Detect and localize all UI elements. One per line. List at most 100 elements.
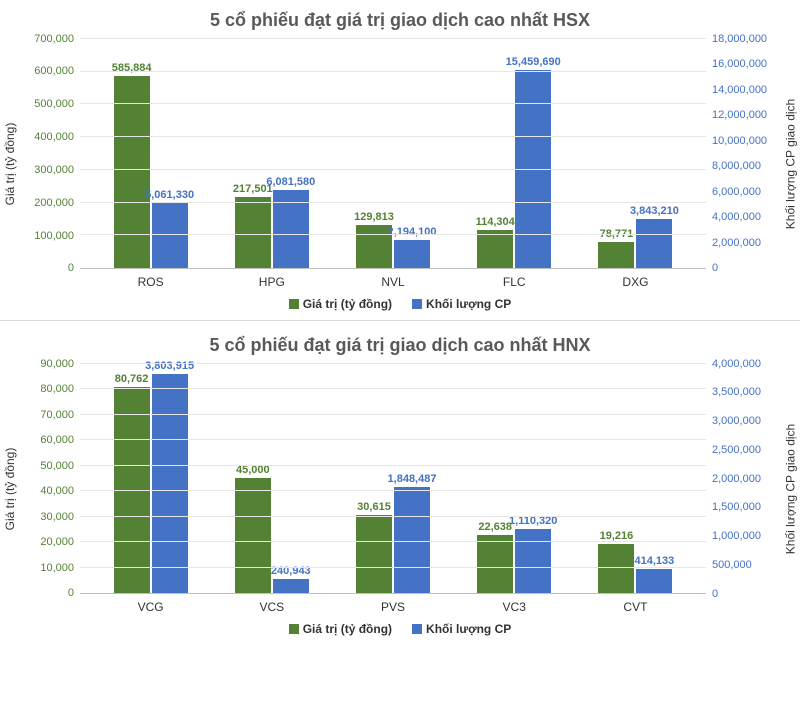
x-tick: VC3 [454,600,575,614]
bar-volume: 3,803,915 [152,374,188,593]
bar-value-label: 80,762 [115,373,149,385]
bar-volume-label: 414,133 [635,555,675,567]
bar-volume: 5,061,330 [152,203,188,268]
bar-value: 22,638 [477,535,513,593]
legend: Giá trị (tỷ đồng) Khối lượng CP [20,297,780,311]
gridline [80,541,706,542]
gridline [80,38,706,39]
y-axis-left: 90,00080,00070,00060,00050,00040,00030,0… [20,364,80,594]
left-axis-wrap: Giá trị (tỷ đồng) 700,000600,000500,0004… [20,39,80,289]
y-axis-left-label: Giá trị (tỷ đồng) [3,123,17,206]
bar-value: 30,615 [356,515,392,593]
right-axis-wrap: Khối lượng CP giao dịch 18,000,00016,000… [706,39,780,289]
plot-column: 585,8845,061,330217,5016,081,580129,8132… [80,39,706,289]
bar-volume-label: 15,459,690 [506,56,561,68]
x-tick: VCS [211,600,332,614]
x-tick: VCG [90,600,211,614]
bar-volume-label: 2,194,100 [388,226,437,238]
bar-volume-label: 1,110,320 [509,515,557,527]
gridline [80,439,706,440]
bars-row: 80,7623,803,91545,000240,94330,6151,848,… [80,364,706,593]
x-tick: HPG [211,275,332,289]
gridline [80,202,706,203]
y-axis-left-label: Giá trị (tỷ đồng) [3,448,17,531]
gridline [80,363,706,364]
plot-wrapper: Giá trị (tỷ đồng) 700,000600,000500,0004… [20,39,780,289]
y-axis-right: 18,000,00016,000,00014,000,00012,000,000… [706,39,780,269]
gridline [80,414,706,415]
bar-volume: 1,848,487 [394,487,430,593]
bar-value-label: 45,000 [236,464,270,476]
bar-value: 19,216 [598,544,634,593]
x-tick: DXG [575,275,696,289]
y-axis-left: 700,000600,000500,000400,000300,000200,0… [20,39,80,269]
bar-value-label: 30,615 [357,501,391,513]
legend-value-label: Giá trị (tỷ đồng) [303,297,392,311]
bar-value-label: 114,304 [476,216,515,228]
chart-hnx: 5 cổ phiếu đạt giá trị giao dịch cao nhấ… [0,325,800,641]
bar-volume: 240,943 [273,579,309,593]
divider [0,320,800,321]
bar-value-label: 129,813 [354,211,394,223]
chart-hsx: 5 cổ phiếu đạt giá trị giao dịch cao nhấ… [0,0,800,316]
bar-volume-label: 6,081,580 [266,176,315,188]
x-tick: CVT [575,600,696,614]
bar-group: 45,000240,943 [211,478,332,593]
legend-swatch-volume [412,299,422,309]
gridline [80,388,706,389]
bar-group: 22,6381,110,320 [454,529,575,593]
x-tick: PVS [332,600,453,614]
y-axis-right-label: Khối lượng CP giao dịch [783,424,797,554]
bar-volume-label: 1,848,487 [388,473,437,485]
plot-column: 80,7623,803,91545,000240,94330,6151,848,… [80,364,706,614]
bar-volume-label: 5,061,330 [145,189,194,201]
legend-volume-label: Khối lượng CP [426,297,511,311]
plot-area: 585,8845,061,330217,5016,081,580129,8132… [80,39,706,269]
bar-value: 217,501 [235,197,271,268]
legend: Giá trị (tỷ đồng) Khối lượng CP [20,622,780,636]
bar-volume: 3,843,210 [636,219,672,268]
legend-value-label: Giá trị (tỷ đồng) [303,622,392,636]
plot-area: 80,7623,803,91545,000240,94330,6151,848,… [80,364,706,594]
gridline [80,490,706,491]
bar-value-label: 22,638 [478,521,512,533]
bar-volume: 414,133 [636,569,672,593]
gridline [80,567,706,568]
legend-value: Giá trị (tỷ đồng) [289,622,392,636]
bar-volume-label: 3,843,210 [630,205,679,217]
gridline [80,169,706,170]
bar-volume: 2,194,100 [394,240,430,268]
bar-value-label: 19,216 [600,530,634,542]
legend-value: Giá trị (tỷ đồng) [289,297,392,311]
gridline [80,516,706,517]
legend-swatch-value [289,624,299,634]
legend-volume: Khối lượng CP [412,297,511,311]
x-axis: VCGVCSPVSVC3CVT [80,594,706,614]
legend-volume-label: Khối lượng CP [426,622,511,636]
gridline [80,465,706,466]
x-tick: FLC [454,275,575,289]
legend-swatch-volume [412,624,422,634]
bar-group: 19,216414,133 [575,544,696,593]
gridline [80,136,706,137]
gridline [80,71,706,72]
gridline [80,234,706,235]
y-axis-right-label: Khối lượng CP giao dịch [783,99,797,229]
chart-title: 5 cổ phiếu đạt giá trị giao dịch cao nhấ… [20,335,780,356]
bar-volume: 1,110,320 [515,529,551,593]
bar-group: 30,6151,848,487 [332,487,453,593]
gridline [80,103,706,104]
x-tick: NVL [332,275,453,289]
x-tick: ROS [90,275,211,289]
bar-value: 45,000 [235,478,271,593]
bar-group: 78,7713,843,210 [575,219,696,268]
plot-wrapper: Giá trị (tỷ đồng) 90,00080,00070,00060,0… [20,364,780,614]
left-axis-wrap: Giá trị (tỷ đồng) 90,00080,00070,00060,0… [20,364,80,614]
x-axis: ROSHPGNVLFLCDXG [80,269,706,289]
bar-group: 80,7623,803,915 [90,374,211,593]
bar-value: 114,304 [477,230,513,268]
legend-volume: Khối lượng CP [412,622,511,636]
chart-title: 5 cổ phiếu đạt giá trị giao dịch cao nhấ… [20,10,780,31]
legend-swatch-value [289,299,299,309]
bar-group: 129,8132,194,100 [332,225,453,268]
